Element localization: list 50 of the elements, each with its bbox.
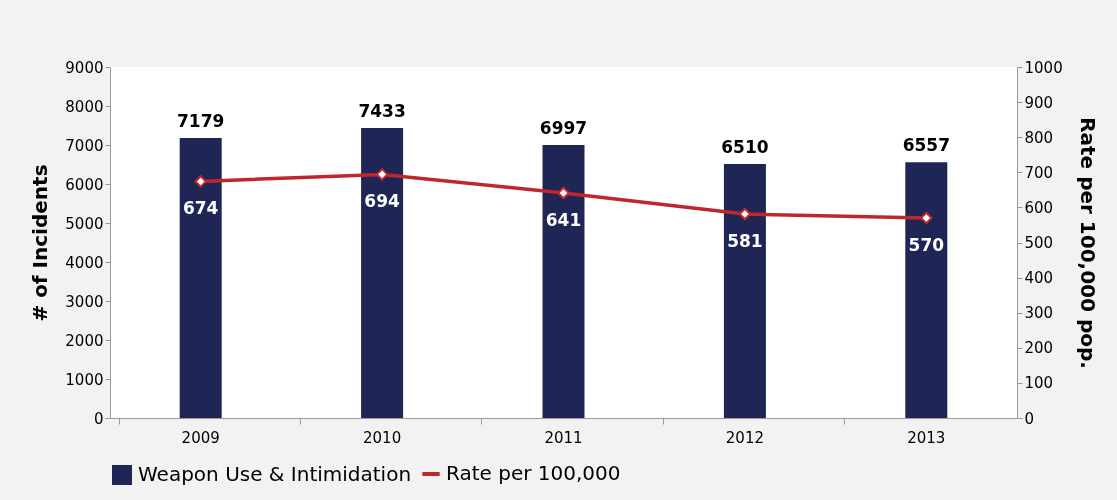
x-tick-label: 2010 [363,428,402,447]
y2-tick-label: 500 [1024,234,1054,252]
y2-axis-title: Rate per 100,000 pop. [1075,117,1100,369]
data-label: 570 [908,234,945,255]
data-label: 641 [545,210,582,231]
data-label: 581 [727,231,763,252]
y-tick-label: 8000 [65,97,104,116]
legend-label: Rate per 100,000 [446,461,621,485]
point [375,168,389,181]
data-label: 7433 [358,101,406,122]
bar [723,164,766,418]
point [557,186,570,200]
y2-tick-label: 0 [1024,409,1035,428]
y-tick-label: 6000 [65,175,104,194]
y2-tick-label: 1000 [1024,58,1063,77]
y-tick-label: 5000 [65,214,104,233]
y-tick-label: 1000 [65,370,104,389]
y-tick-label: 9000 [65,58,104,77]
data-label: 7179 [177,111,225,132]
bar [361,128,404,418]
data-label: 6557 [902,135,950,156]
y2-tick-label: 300 [1024,304,1054,323]
x-tick-label: 2009 [181,428,220,447]
y-axis-title: # of Incidents [28,164,53,322]
x-tick-label: 2013 [907,428,946,447]
x-tick-label: 2012 [725,428,764,447]
y-tick-label: 4000 [65,253,104,272]
y2-tick-label: 700 [1024,163,1054,182]
y2-tick-label: 900 [1024,93,1054,112]
y-tick-label: 7000 [65,136,104,155]
point [920,211,933,225]
point [194,175,207,188]
y-tick-label: 2000 [65,331,104,350]
bar [542,145,585,418]
data-label: 694 [364,191,401,212]
data-label: 674 [182,198,219,219]
y2-tick-label: 400 [1024,269,1054,288]
legend-label: Weapon Use & Intimidation [138,462,412,486]
y2-tick-label: 200 [1024,339,1054,358]
x-tick-label: 2011 [544,428,583,447]
y-tick-label: 3000 [65,292,104,311]
y2-tick-label: 100 [1024,374,1054,393]
data-label: 6997 [539,118,588,139]
y2-tick-label: 600 [1024,198,1054,217]
bar [905,162,948,418]
point [738,207,752,221]
bar [179,138,222,418]
y-tick-label: 0 [93,409,104,428]
y2-tick-label: 800 [1024,128,1054,147]
data-label: 6510 [721,137,769,158]
